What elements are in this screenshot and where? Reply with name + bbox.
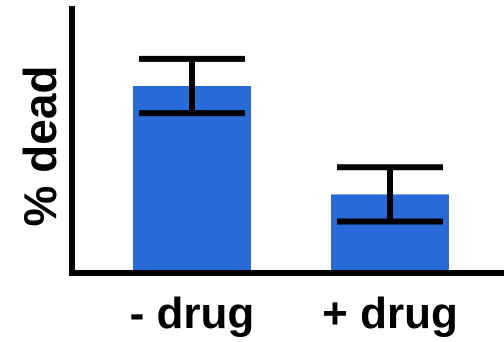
x-tick-label: + drug xyxy=(322,289,458,338)
error-bar-minus-drug xyxy=(139,55,245,117)
x-tick-label: - drug xyxy=(130,289,255,338)
y-axis-label: % dead xyxy=(14,65,66,226)
error-bar-plus-drug xyxy=(337,164,443,225)
bar-minus-drug xyxy=(133,86,251,273)
